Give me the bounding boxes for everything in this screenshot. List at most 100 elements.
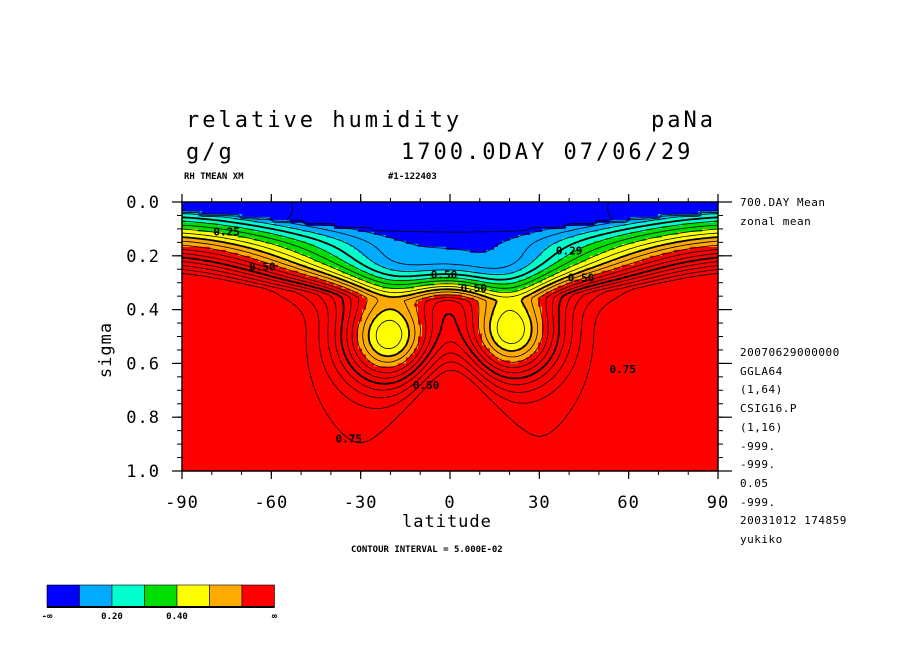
- contour-fill-cell: [562, 207, 567, 212]
- contour-fill-cell: [278, 222, 283, 227]
- contour-fill-cell: [526, 228, 531, 233]
- contour-fill-cell: [586, 216, 591, 221]
- contour-fill-cell: [670, 202, 675, 206]
- contour-fill-cell: [578, 222, 583, 227]
- contour-fill-cell: [362, 216, 367, 221]
- contour-fill-cell: [562, 228, 567, 233]
- contour-fill-cell: [510, 202, 515, 206]
- contour-fill-cell: [502, 202, 507, 206]
- contour-fill-cell: [438, 225, 443, 230]
- contour-fill-cell: [642, 225, 647, 230]
- contour-fill-cell: [246, 225, 251, 230]
- contour-fill-cell: [622, 204, 627, 209]
- contour-fill-cell: [226, 202, 231, 206]
- contour-fill-cell: [430, 216, 435, 221]
- contour-fill-cell: [242, 202, 247, 206]
- contour-fill-cell: [346, 219, 351, 224]
- contour-fill-cell: [246, 219, 251, 224]
- contour-fill-cell: [646, 228, 651, 233]
- contour-fill-cell: [458, 202, 463, 206]
- contour-fill-cell: [538, 202, 543, 206]
- contour-fill-cell: [362, 210, 367, 215]
- contour-fill-cell: [582, 228, 587, 233]
- contour-fill-cell: [534, 210, 539, 215]
- contour-fill-cell: [498, 216, 503, 221]
- contour-fill-cell: [538, 219, 543, 224]
- contour-fill-cell: [390, 202, 395, 206]
- contour-fill-cell: [358, 207, 363, 212]
- contour-fill-cell: [590, 228, 595, 233]
- contour-fill-cell: [550, 219, 555, 224]
- contour-fill-cell: [686, 207, 691, 212]
- contour-fill-cell: [702, 219, 707, 224]
- contour-fill-cell: [382, 225, 387, 230]
- contour-fill-cell: [314, 219, 319, 224]
- contour-fill-cell: [514, 204, 519, 209]
- contour-fill-cell: [650, 204, 655, 209]
- contour-fill-cell: [582, 202, 587, 206]
- contour-fill-cell: [458, 234, 463, 239]
- contour-fill-cell: [330, 222, 335, 227]
- contour-fill-cell: [206, 202, 211, 206]
- contour-fill-cell: [622, 231, 627, 236]
- contour-fill-cell: [506, 234, 511, 239]
- contour-fill-cell: [522, 213, 527, 218]
- contour-fill-cell: [550, 216, 555, 221]
- contour-fill-cell: [686, 216, 691, 221]
- contour-fill-cell: [606, 222, 611, 227]
- contour-fill-cell: [546, 222, 551, 227]
- contour-fill-cell: [506, 216, 511, 221]
- contour-fill-cell: [278, 202, 283, 206]
- contour-fill-cell: [614, 204, 619, 209]
- contour-fill-cell: [502, 216, 507, 221]
- contour-fill-cell: [294, 216, 299, 221]
- contour-fill-cell: [470, 207, 475, 212]
- contour-fill-cell: [386, 222, 391, 227]
- contour-fill-cell: [438, 213, 443, 218]
- contour-fill-cell: [566, 231, 571, 236]
- contour-fill-cell: [514, 213, 519, 218]
- contour-fill-cell: [218, 228, 223, 233]
- contour-fill-cell: [474, 210, 479, 215]
- contour-fill-cell: [222, 207, 227, 212]
- contour-fill-cell: [490, 216, 495, 221]
- contour-fill-cell: [618, 225, 623, 230]
- meta-line: 0.05: [740, 476, 769, 490]
- contour-fill-cell: [482, 234, 487, 239]
- contour-fill-cell: [486, 219, 491, 224]
- contour-fill-cell: [294, 225, 299, 230]
- contour-fill-cell: [302, 222, 307, 227]
- contour-fill-cell: [270, 234, 275, 239]
- contour-fill-cell: [266, 207, 271, 212]
- contour-fill-cell: [674, 225, 679, 230]
- contour-fill-cell: [394, 213, 399, 218]
- contour-fill-cell: [710, 204, 715, 209]
- contour-fill-cell: [502, 228, 507, 233]
- contour-fill-cell: [262, 228, 267, 233]
- contour-fill-cell: [274, 213, 279, 218]
- contour-fill-cell: [538, 213, 543, 218]
- contour-fill-cell: [662, 202, 667, 206]
- contour-fill-cell: [266, 231, 271, 236]
- contour-fill-cell: [322, 222, 327, 227]
- contour-fill-cell: [254, 234, 259, 239]
- contour-fill-cell: [498, 204, 503, 209]
- contour-fill-cell: [206, 204, 211, 209]
- contour-fill-cell: [622, 228, 627, 233]
- contour-fill-cell: [522, 216, 527, 221]
- contour-fill-cell: [422, 207, 427, 212]
- contour-fill-cell: [358, 216, 363, 221]
- contour-fill-cell: [366, 231, 371, 236]
- contour-fill-cell: [422, 202, 427, 206]
- contour-fill-cell: [554, 219, 559, 224]
- contour-fill-cell: [238, 231, 243, 236]
- contour-fill-cell: [454, 213, 459, 218]
- contour-fill-cell: [302, 231, 307, 236]
- contour-fill-cell: [562, 202, 567, 206]
- contour-fill-cell: [518, 213, 523, 218]
- contour-fill-cell: [346, 231, 351, 236]
- contour-fill-cell: [426, 210, 431, 215]
- contour-fill-cell: [374, 207, 379, 212]
- contour-fill-cell: [518, 216, 523, 221]
- contour-fill-cell: [390, 213, 395, 218]
